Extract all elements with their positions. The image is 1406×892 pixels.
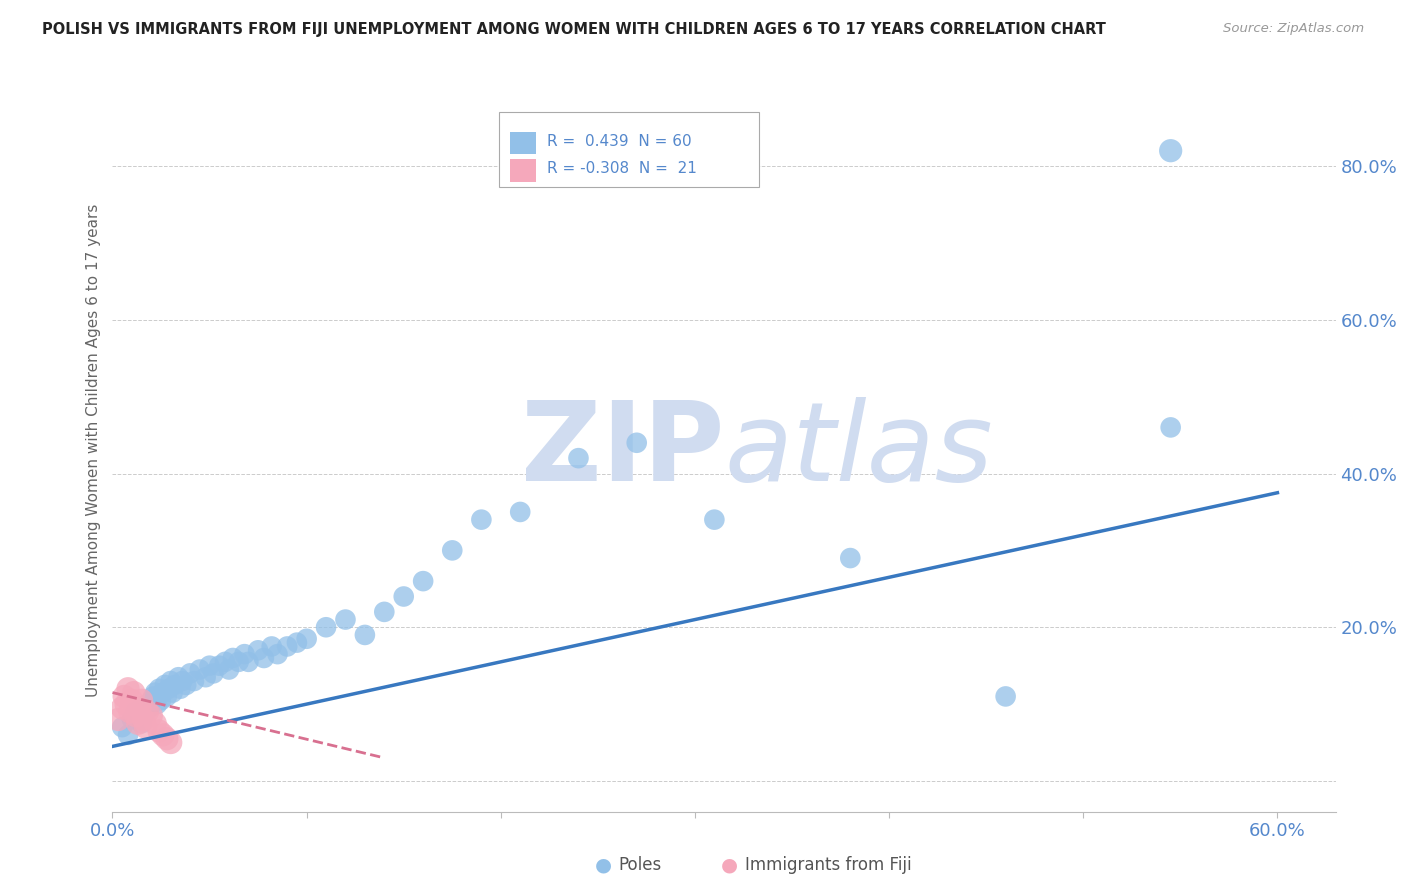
Point [115,697,138,711]
Point [111,720,134,734]
Point [134,720,156,734]
Text: ZIP: ZIP [520,397,724,504]
Point [285,635,308,649]
Point [131,716,153,731]
Point [121,713,143,727]
Point [162,685,184,699]
Point [125,705,148,719]
Point [266,647,288,661]
Point [315,620,337,634]
Point [118,705,141,719]
Point [174,678,197,692]
Point [253,651,276,665]
Point [156,690,179,704]
Point [121,693,143,707]
Point [117,681,139,696]
Point [198,658,221,673]
Point [839,551,862,566]
Point [156,731,179,746]
Point [143,685,166,699]
Point [179,666,201,681]
Point [228,655,250,669]
Point [509,505,531,519]
Point [470,513,492,527]
Text: Source: ZipAtlas.com: Source: ZipAtlas.com [1223,22,1364,36]
Point [202,666,225,681]
Point [136,697,159,711]
Point [295,632,318,646]
Point [260,640,283,654]
Text: R =  0.439  N = 60: R = 0.439 N = 60 [547,134,692,149]
Point [138,701,160,715]
Text: Poles: Poles [619,856,662,874]
Point [157,681,180,696]
Point [127,716,149,731]
Text: atlas: atlas [724,397,993,504]
Text: ●: ● [721,855,738,875]
Point [626,435,648,450]
Point [141,693,163,707]
Point [146,697,169,711]
Point [128,701,150,715]
Point [148,681,170,696]
Point [132,708,155,723]
Point [233,647,256,661]
Point [136,705,159,719]
Point [153,678,176,692]
Point [159,735,181,749]
Point [1160,420,1182,434]
Point [354,628,377,642]
Point [117,728,139,742]
Point [169,681,191,696]
Point [125,708,148,723]
Point [122,685,145,699]
Point [412,574,434,588]
Point [567,451,589,466]
Point [238,655,260,669]
Point [131,693,153,707]
Point [111,701,134,715]
Point [141,708,163,723]
Point [167,670,190,684]
Point [247,643,270,657]
Point [150,693,173,707]
Point [222,651,245,665]
Point [373,605,395,619]
Point [112,690,135,704]
Point [152,685,174,699]
Point [148,724,170,739]
Text: POLISH VS IMMIGRANTS FROM FIJI UNEMPLOYMENT AMONG WOMEN WITH CHILDREN AGES 6 TO : POLISH VS IMMIGRANTS FROM FIJI UNEMPLOYM… [42,22,1107,37]
Point [392,590,415,604]
Point [703,513,725,527]
Point [1160,144,1182,158]
Text: ●: ● [595,855,612,875]
Point [218,663,240,677]
Point [183,674,205,689]
Point [142,690,165,704]
Point [208,658,231,673]
Text: Immigrants from Fiji: Immigrants from Fiji [745,856,912,874]
Point [132,713,155,727]
Point [276,640,298,654]
Point [172,674,194,689]
Point [107,713,129,727]
Point [143,716,166,731]
Point [441,543,464,558]
Point [159,674,181,689]
Point [214,655,236,669]
Point [335,613,357,627]
Y-axis label: Unemployment Among Women with Children Ages 6 to 17 years: Unemployment Among Women with Children A… [86,203,101,698]
Text: R = -0.308  N =  21: R = -0.308 N = 21 [547,161,697,177]
Point [194,670,217,684]
Point [188,663,211,677]
Point [163,678,186,692]
Point [152,728,174,742]
Point [994,690,1017,704]
